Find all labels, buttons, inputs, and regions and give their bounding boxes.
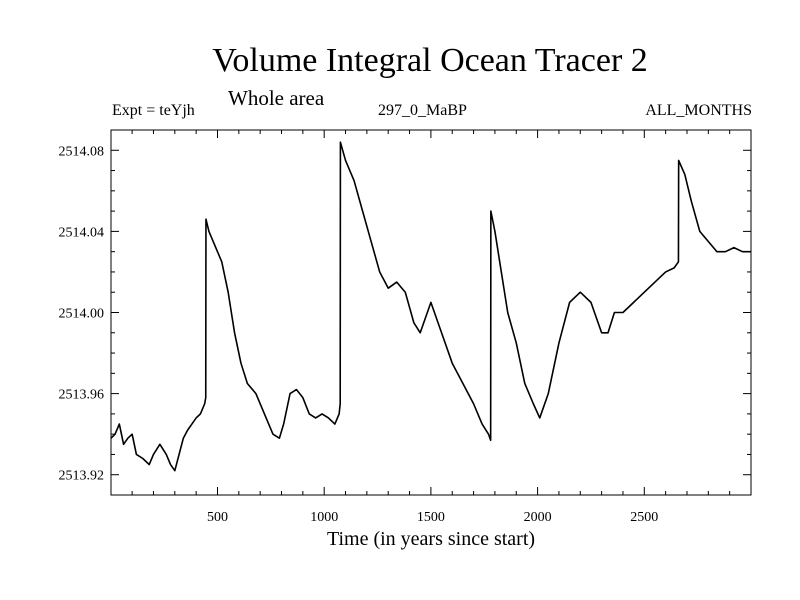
series-line: [110, 141, 751, 472]
y-tick-label: 2513.96: [59, 388, 105, 403]
x-tick-label: 2000: [524, 510, 552, 525]
plot-frame: [110, 129, 752, 496]
x-tick-label: 500: [207, 510, 228, 525]
x-tick-label: 1500: [417, 510, 445, 525]
x-axis-title: Time (in years since start): [327, 528, 535, 550]
months-label: ALL_MONTHS: [645, 102, 752, 119]
x-tick-label: 1000: [310, 510, 338, 525]
tick-labels: 500 1000 1500 2000 2500 2513.92 2513.96 2514.00…: [59, 144, 659, 525]
axis-ticks: [111, 129, 751, 496]
chart-subtitle: Whole area: [228, 86, 325, 110]
y-tick-label: 2513.92: [59, 469, 105, 484]
x-tick-label: 2500: [630, 510, 658, 525]
experiment-label: Expt = teYjh: [112, 102, 195, 119]
y-tick-label: 2514.00: [59, 307, 105, 322]
y-tick-label: 2514.08: [59, 144, 105, 159]
chart-title: Volume Integral Ocean Tracer 2: [212, 42, 648, 79]
period-label: 297_0_MaBP: [378, 102, 467, 119]
y-tick-label: 2514.04: [59, 225, 105, 240]
